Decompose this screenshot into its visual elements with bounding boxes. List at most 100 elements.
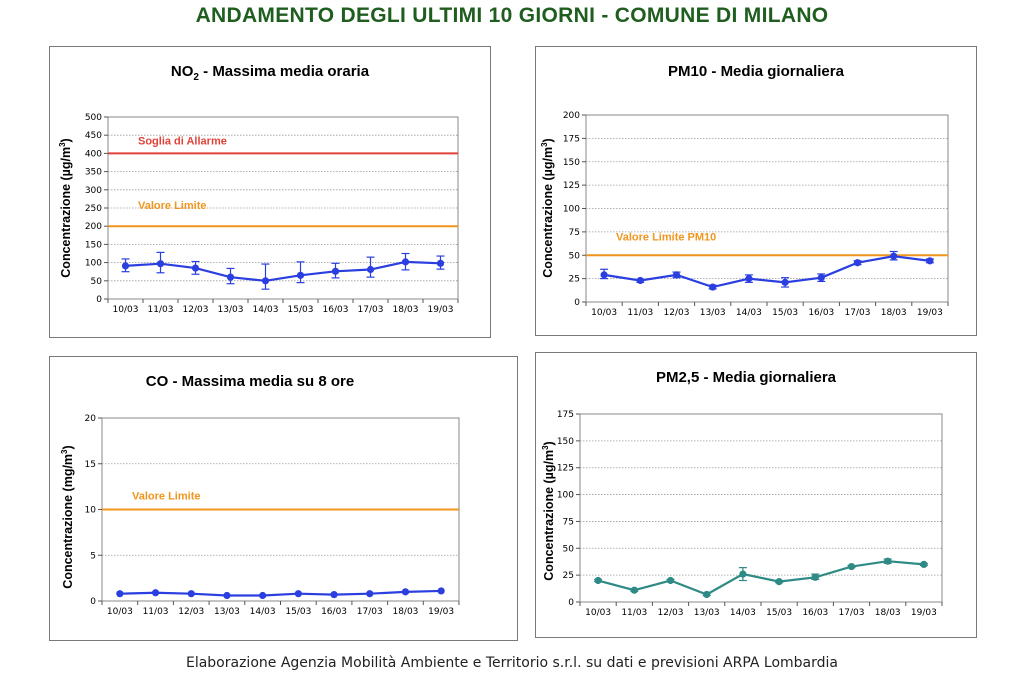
x-tick-label: 16/03 <box>323 305 349 315</box>
reference-line-label: Valore Limite PM10 <box>616 231 716 243</box>
y-axis-label-end: ) <box>59 138 73 142</box>
co-chart-panel: CO - Massima media su 8 ore 0 5 10 15 20 10/03… <box>49 356 518 641</box>
chart-title: PM2,5 - Media giornaliera <box>656 369 837 386</box>
y-tick-label: 150 <box>85 240 102 250</box>
x-tick-label: 19/03 <box>911 608 937 618</box>
page-title: ANDAMENTO DEGLI ULTIMI 10 GIORNI - COMUN… <box>195 4 829 27</box>
y-tick-label: 10 <box>85 506 97 516</box>
x-tick-label: 14/03 <box>736 308 762 318</box>
data-point <box>636 276 644 285</box>
y-tick-label: 50 <box>569 251 581 261</box>
chart-title-subscript: 2 <box>193 72 199 83</box>
data-point <box>259 591 267 600</box>
y-tick-label: 125 <box>557 464 574 474</box>
y-tick-label: 150 <box>563 158 580 168</box>
chart-title: NO2 - Massima media oraria <box>171 63 370 83</box>
y-tick-label: 0 <box>574 298 580 308</box>
data-point <box>745 275 753 283</box>
y-axis-label: Concentrazione (µg/m3) <box>540 138 555 277</box>
y-tick-label: 500 <box>85 113 102 123</box>
series-line <box>597 560 924 596</box>
series-line <box>125 260 441 282</box>
x-tick-label: 10/03 <box>107 607 133 617</box>
data-point <box>294 590 302 598</box>
y-tick-label: 20 <box>85 414 97 424</box>
no2-chart: NO2 - Massima media oraria05010015020025… <box>58 63 459 315</box>
series-line <box>119 589 442 597</box>
x-tick-label: 14/03 <box>253 305 279 315</box>
y-axis-label-main: Concentrazione (mg/m <box>61 454 75 589</box>
data-point <box>703 590 711 599</box>
x-tick-label: 15/03 <box>288 305 314 315</box>
data-point <box>920 560 928 568</box>
y-axis-label: Concentrazione (mg/m3) <box>60 445 75 588</box>
x-tick-label: 11/03 <box>621 608 647 618</box>
data-point <box>666 576 675 585</box>
data-point <box>331 267 340 275</box>
chart-title-main: PM2,5 <box>656 369 699 386</box>
y-axis-label-superscript: 3 <box>541 445 550 450</box>
chart-title-main: PM10 <box>668 63 707 80</box>
reference-line-label: Valore Limite <box>138 200 206 212</box>
y-tick-label: 175 <box>557 410 574 420</box>
x-tick-label: 13/03 <box>694 608 720 618</box>
data-point <box>261 277 270 285</box>
x-tick-label: 13/03 <box>218 305 244 315</box>
y-tick-label: 450 <box>85 131 102 141</box>
reference-line-label: Soglia di Allarme <box>138 135 227 147</box>
x-tick-label: 18/03 <box>392 607 418 617</box>
data-point <box>366 265 375 274</box>
x-tick-label: 11/03 <box>143 607 169 617</box>
chart-title-main: CO <box>146 373 169 390</box>
data-point <box>926 257 934 265</box>
data-point <box>811 573 819 581</box>
data-point <box>191 264 200 272</box>
y-tick-label: 125 <box>563 181 580 191</box>
data-point <box>709 283 717 291</box>
pm10-chart: PM10 - Media giornaliera 0 25 50 75 100 125 150… <box>540 63 949 318</box>
chart-title: PM10 - Media giornaliera <box>668 63 845 80</box>
x-tick-label: 19/03 <box>917 308 943 318</box>
data-point <box>401 588 410 596</box>
x-tick-label: 12/03 <box>183 305 209 315</box>
data-point <box>890 252 898 260</box>
data-point <box>781 278 789 286</box>
data-point <box>156 260 165 268</box>
data-point <box>436 259 445 267</box>
x-tick-label: 15/03 <box>766 608 792 618</box>
y-tick-label: 300 <box>85 186 102 196</box>
y-tick-label: 75 <box>569 228 580 238</box>
data-point <box>594 576 602 585</box>
chart-title: CO - Massima media su 8 ore <box>146 373 354 390</box>
x-tick-label: 13/03 <box>700 308 726 318</box>
y-tick-label: 200 <box>563 111 580 121</box>
y-tick-label: 350 <box>85 168 102 178</box>
data-point <box>226 273 235 281</box>
plot-area <box>579 413 943 603</box>
y-axis-label-superscript: 3 <box>60 449 69 454</box>
y-axis-label-end: ) <box>542 441 556 445</box>
data-point <box>672 271 681 279</box>
y-tick-label: 0 <box>90 597 96 607</box>
reference-line-label: Valore Limite <box>132 491 200 503</box>
x-tick-label: 14/03 <box>250 607 276 617</box>
chart-title-rest: - Media giornaliera <box>707 63 844 80</box>
data-point <box>121 262 130 270</box>
data-point <box>401 258 410 266</box>
y-axis-label-end: ) <box>61 445 75 449</box>
chart-title-rest: - Massima media oraria <box>199 63 370 80</box>
x-tick-label: 17/03 <box>839 608 865 618</box>
y-tick-label: 100 <box>85 259 102 269</box>
y-tick-label: 5 <box>90 551 96 561</box>
series-line <box>603 255 931 289</box>
y-tick-label: 15 <box>85 460 96 470</box>
data-point <box>437 587 445 595</box>
pm10-chart-panel: PM10 - Media giornaliera 0 25 50 75 100 125 150… <box>535 46 977 336</box>
data-point <box>223 591 231 600</box>
x-tick-label: 16/03 <box>321 607 347 617</box>
x-tick-label: 19/03 <box>428 305 454 315</box>
y-tick-label: 25 <box>563 571 574 581</box>
pm25-chart: PM2,5 - Media giornaliera 0 25 50 75 100 125 15… <box>541 369 943 618</box>
x-tick-label: 12/03 <box>664 308 690 318</box>
data-point <box>330 590 338 599</box>
